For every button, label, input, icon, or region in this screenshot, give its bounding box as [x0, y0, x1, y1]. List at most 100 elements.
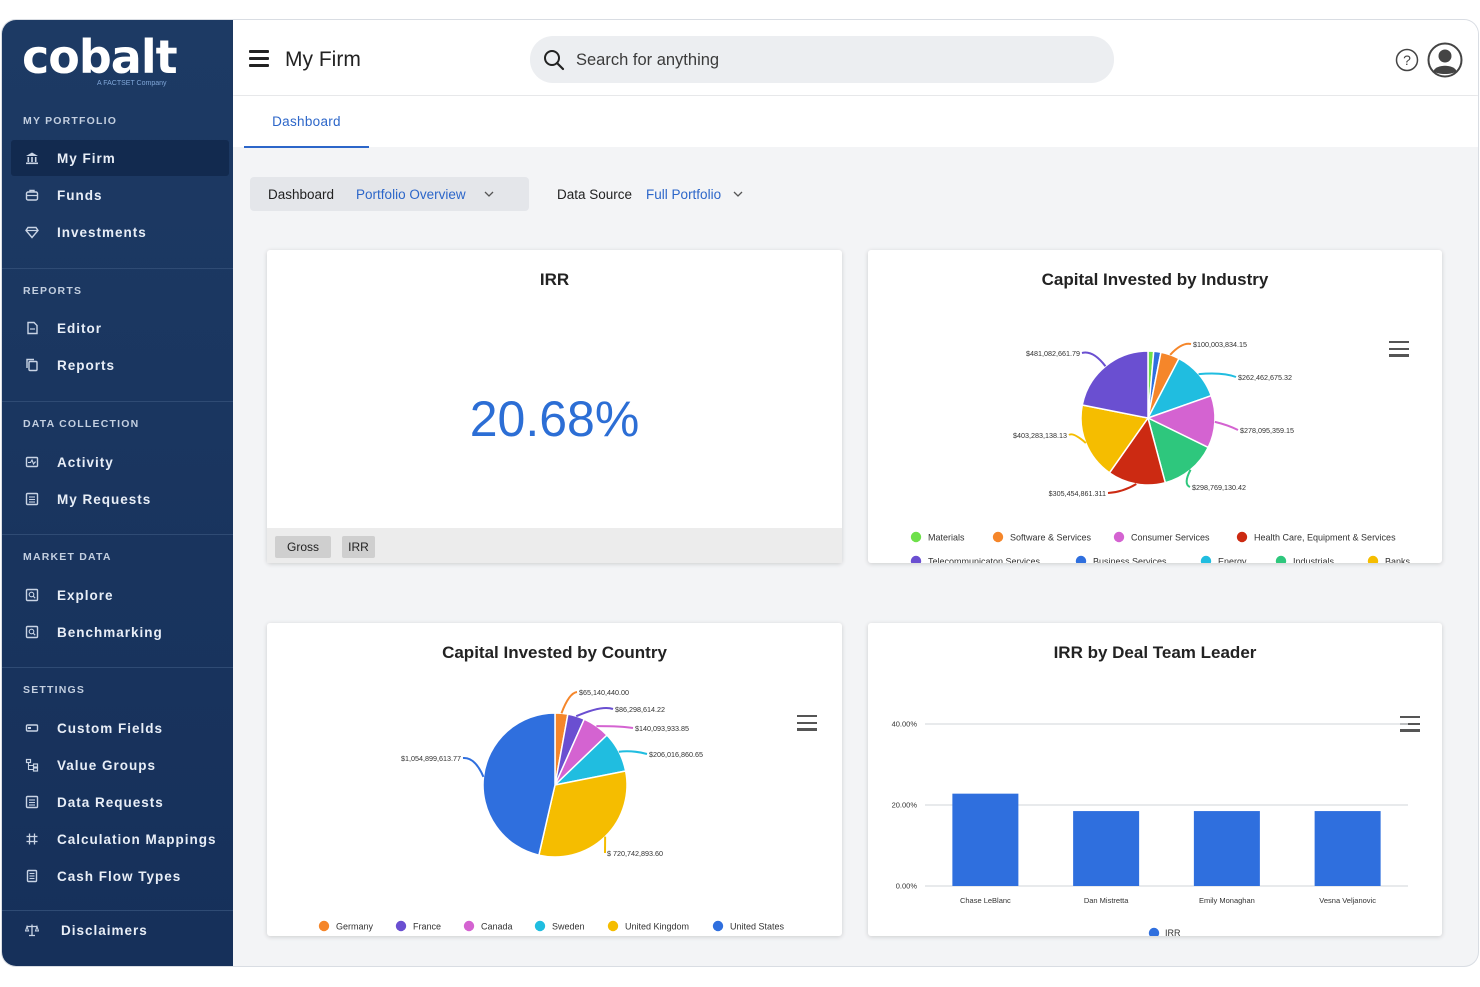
sidebar-item-my-requests[interactable]: My Requests [11, 481, 229, 517]
sidebar-item-investments[interactable]: Investments [11, 214, 229, 250]
legend-label: Energy [1218, 556, 1247, 563]
sidebar-item-benchmarking[interactable]: Benchmarking [11, 614, 229, 650]
dashboard-select-value: Portfolio Overview [356, 186, 466, 202]
sidebar-item-explore[interactable]: Explore [11, 577, 229, 613]
legend-item[interactable]: Business Services [1075, 555, 1167, 563]
pie-slice[interactable] [1080, 404, 1150, 474]
legend-item[interactable]: Materials [910, 531, 965, 543]
sidebar-item-editor[interactable]: Editor [11, 310, 229, 346]
legend-item[interactable]: United States [712, 920, 785, 932]
legend-item[interactable]: Industrials [1275, 555, 1335, 563]
list-icon [25, 492, 39, 506]
sidebar-section-title: REPORTS [23, 285, 83, 297]
pie-label-connector [596, 725, 634, 729]
sidebar-item-custom-fields[interactable]: Custom Fields [11, 710, 229, 746]
sidebar-item-label: Editor [57, 320, 102, 336]
legend-label: Telecommunicaton Services [928, 556, 1041, 563]
legend-dot [534, 920, 546, 932]
sidebar-item-disclaimers[interactable]: Disclaimers [11, 912, 229, 948]
help-icon[interactable]: ? [1395, 48, 1419, 72]
pie-slice[interactable] [1108, 416, 1167, 486]
x-tick-label: Emily Monaghan [1199, 896, 1255, 905]
legend-item[interactable]: Sweden [534, 920, 585, 932]
bar[interactable] [1314, 811, 1381, 886]
sidebar-section-title: MY PORTFOLIO [23, 115, 118, 127]
menu-icon[interactable] [249, 50, 269, 67]
legend-item[interactable]: Consumer Services [1113, 531, 1210, 543]
sidebar-item-data-requests[interactable]: Data Requests [11, 784, 229, 820]
pie-label-connector [1169, 342, 1192, 356]
legend-item[interactable]: Software & Services [992, 531, 1092, 543]
pie-slice[interactable] [537, 770, 628, 858]
legend-item[interactable]: United Kingdom [607, 920, 689, 932]
legend-item[interactable]: Germany [318, 920, 374, 932]
scale-icon [25, 923, 39, 937]
legend-dot [395, 920, 407, 932]
pie-label-connector [1081, 351, 1107, 367]
irr-card: IRR 20.68% Gross IRR [267, 250, 842, 563]
bar[interactable] [1073, 811, 1140, 886]
chart-menu-icon[interactable] [1389, 341, 1409, 357]
pie-data-label: $100,003,834.15 [1193, 340, 1247, 349]
x-tick-label: Chase LeBlanc [960, 896, 1011, 905]
sidebar-item-calculation-mappings[interactable]: Calculation Mappings [11, 821, 229, 857]
legend-dot [463, 920, 475, 932]
legend-label: Software & Services [1010, 532, 1092, 542]
legend-item[interactable]: Health Care, Equipment & Services [1236, 531, 1396, 543]
legend-item[interactable]: France [395, 920, 441, 932]
app-window: cobalt A FACTSET Company MY PORTFOLIO My … [2, 20, 1478, 966]
sidebar-divider [2, 268, 233, 269]
sidebar-item-value-groups[interactable]: Value Groups [11, 747, 229, 783]
pie-slice[interactable] [482, 712, 556, 857]
pie-slice[interactable] [1146, 416, 1210, 484]
legend-dot [992, 531, 1004, 543]
data-source-value: Full Portfolio [646, 186, 722, 202]
sidebar-item-funds[interactable]: Funds [11, 177, 229, 213]
sidebar-section-title: MARKET DATA [23, 551, 112, 563]
sidebar-item-label: Activity [57, 454, 114, 470]
legend-label: Sweden [552, 921, 585, 931]
x-tick-label: Dan Mistretta [1084, 896, 1129, 905]
irr-value: 20.68% [469, 391, 640, 447]
sidebar-item-label: My Requests [57, 491, 152, 507]
legend-item[interactable]: Telecommunicaton Services [910, 555, 1041, 563]
legend-item[interactable]: Energy [1200, 555, 1247, 563]
sidebar-section-title: SETTINGS [23, 684, 86, 696]
fields-icon [25, 721, 39, 735]
tab-dashboard[interactable]: Dashboard [244, 96, 369, 148]
legend-label: Germany [336, 921, 374, 931]
sidebar-item-cash-flow-types[interactable]: Cash Flow Types [11, 858, 229, 894]
legend-label: Consumer Services [1131, 532, 1210, 542]
deal-card-title: IRR by Deal Team Leader [1053, 643, 1257, 662]
pie-label-connector [1185, 469, 1192, 488]
cobalt-logo[interactable]: cobalt [22, 30, 178, 84]
user-avatar-icon[interactable] [1427, 42, 1463, 78]
bar[interactable] [1193, 811, 1260, 886]
sidebar-section-title: DATA COLLECTION [23, 418, 140, 430]
chart-menu-icon[interactable] [797, 715, 817, 731]
legend-item[interactable]: Canada [463, 920, 513, 932]
search-input[interactable] [574, 45, 1098, 75]
industry-card-title: Capital Invested by Industry [1041, 270, 1269, 289]
sidebar-item-my-firm[interactable]: My Firm [11, 140, 229, 176]
bar[interactable] [952, 793, 1019, 886]
search-bar[interactable] [530, 36, 1114, 83]
chart-menu-icon[interactable] [1400, 716, 1420, 732]
hash-icon [25, 832, 39, 846]
irr-chip[interactable]: IRR [342, 536, 375, 558]
sidebar-item-label: Investments [57, 224, 147, 240]
pie-data-label: $140,093,933.85 [635, 724, 689, 733]
legend-item[interactable]: IRR [1148, 927, 1181, 936]
pie-label-connector [462, 756, 485, 778]
sidebar-item-activity[interactable]: Activity [11, 444, 229, 480]
gross-chip[interactable]: Gross [275, 536, 331, 558]
sidebar-item-reports[interactable]: Reports [11, 347, 229, 383]
pie-label-connector [1068, 433, 1087, 444]
data-source-select[interactable]: Data Source Full Portfolio [557, 177, 743, 211]
dashboard-select[interactable]: Dashboard Portfolio Overview [250, 177, 529, 211]
country-card: Capital Invested by Country $65,140,440.… [267, 623, 842, 936]
diamond-icon [25, 225, 39, 239]
legend-item[interactable]: Banks [1367, 555, 1411, 563]
pie-label-connector [1107, 483, 1137, 494]
pie-data-label: $403,283,138.13 [1013, 431, 1067, 440]
